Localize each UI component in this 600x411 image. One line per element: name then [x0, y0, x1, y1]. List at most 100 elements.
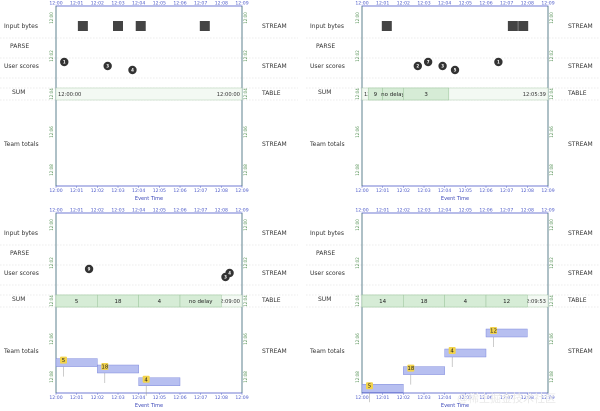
row-label-team-totals: Team totals — [309, 141, 345, 148]
team-total-bar — [485, 328, 528, 338]
team-total-badge — [142, 375, 150, 383]
x-tick-bottom: 12:01 — [70, 395, 83, 401]
x-tick-bottom: 12:05 — [459, 395, 472, 401]
row-label-input-bytes: Input bytes — [310, 23, 344, 30]
team-total-label: 18 — [407, 366, 414, 372]
x-tick-top: 12:09 — [235, 208, 248, 214]
side-label-stream: STREAM — [568, 23, 593, 30]
y-tick-left: 12:08 — [49, 164, 54, 176]
x-tick-top: 12:07 — [194, 208, 207, 214]
score-dot-label: 1 — [63, 60, 66, 65]
y-tick-left: 12:00 — [49, 219, 54, 231]
x-tick-top: 12:05 — [153, 1, 166, 7]
x-tick-bottom: 12:02 — [91, 188, 104, 194]
sum-cell-label: 4 — [158, 299, 162, 305]
row-label-sum: SUM — [12, 89, 25, 96]
x-tick-bottom: 12:09 — [541, 188, 554, 194]
row-label-team-totals: Team totals — [309, 348, 345, 355]
x-tick-top: 12:08 — [215, 1, 228, 7]
input-square — [135, 21, 146, 31]
x-tick-top: 12:07 — [500, 208, 513, 214]
row-label-parse: PARSE — [316, 250, 335, 257]
score-dot — [438, 61, 447, 71]
score-dot-label: 1 — [497, 60, 500, 65]
y-tick-left: 12:02 — [49, 257, 54, 269]
x-tick-top: 12:03 — [111, 208, 124, 214]
y-tick-left: 12:06 — [49, 333, 54, 345]
x-tick-bottom: 12:01 — [376, 188, 389, 194]
panel-4: Input bytes PARSE User scores SUM Team total… — [306, 208, 600, 409]
sum-cell-label: 9 — [374, 92, 378, 98]
score-dot-label: 5 — [454, 68, 457, 73]
input-square — [507, 21, 518, 31]
x-tick-top: 12:01 — [70, 208, 83, 214]
sum-cell-label: 18 — [115, 299, 122, 305]
team-total-bar — [403, 366, 445, 375]
sum-cell — [403, 87, 450, 101]
y-tick-left: 12:00 — [49, 12, 54, 24]
x-tick-top: 12:00 — [49, 208, 62, 214]
row-label-user-scores: User scores — [4, 270, 39, 277]
x-tick-bottom: 12:03 — [417, 395, 430, 401]
score-dot — [423, 57, 433, 67]
x-tick-top: 12:04 — [132, 208, 145, 214]
x-tick-bottom: 12:05 — [459, 188, 472, 194]
input-square — [518, 21, 529, 31]
row-label-input-bytes: Input bytes — [4, 230, 38, 237]
sum-cell-label: 18 — [421, 299, 428, 305]
x-tick-top: 12:06 — [479, 1, 492, 7]
row-label-parse: PARSE — [10, 250, 29, 257]
side-label-table: TABLE — [567, 90, 587, 97]
x-tick-top: 12:07 — [500, 1, 513, 7]
x-tick-bottom: 12:05 — [153, 188, 166, 194]
y-tick-left: 12:08 — [49, 371, 54, 383]
score-dot-label: 7 — [427, 60, 430, 65]
x-tick-top: 12:05 — [459, 1, 472, 7]
panel-3: Input bytes PARSE User scores SUM Team total… — [0, 208, 298, 409]
score-dot — [413, 61, 422, 71]
x-tick-bottom: 12:07 — [194, 395, 207, 401]
side-label-stream: STREAM — [568, 270, 593, 277]
team-total-badge — [101, 363, 109, 370]
team-total-bar — [361, 384, 404, 393]
sum-cell-label: 14 — [379, 299, 386, 305]
y-tick-left: 12:06 — [49, 126, 54, 138]
x-tick-bottom: 12:03 — [111, 188, 124, 194]
score-dot — [84, 264, 94, 274]
y-tick-right: 12:04 — [549, 295, 554, 307]
x-tick-top: 12:08 — [521, 208, 534, 214]
side-label-stream: STREAM — [568, 141, 593, 148]
x-tick-bottom: 12:05 — [153, 395, 166, 401]
side-label-stream: STREAM — [262, 230, 287, 237]
team-total-label: 4 — [144, 377, 148, 383]
panel-2: Input bytes PARSE User scores SUM Team total… — [306, 1, 600, 202]
side-label-table: TABLE — [567, 297, 587, 304]
x-tick-bottom: 12:07 — [194, 188, 207, 194]
x-tick-top: 12:01 — [70, 1, 83, 7]
x-tick-bottom: 12:07 — [500, 188, 513, 194]
y-tick-right: 12:02 — [243, 257, 248, 269]
team-total-label: 12 — [490, 329, 497, 335]
watermark-text: @稀土掘金技术社区 — [457, 391, 556, 405]
y-tick-right: 12:04 — [243, 88, 248, 100]
y-tick-right: 12:08 — [549, 371, 554, 383]
x-tick-bottom: 12:09 — [235, 395, 248, 401]
row-label-team-totals: Team totals — [3, 141, 39, 148]
input-square — [199, 21, 210, 31]
x-tick-top: 12:08 — [215, 208, 228, 214]
x-tick-top: 12:06 — [173, 1, 186, 7]
sum-cell-label: 12 — [503, 299, 510, 305]
x-tick-bottom: 12:02 — [91, 395, 104, 401]
panel-1: Input bytes PARSE User scores SUM Team total… — [0, 1, 298, 202]
score-dot-label: 4 — [228, 271, 231, 276]
axis-label-event-time: Event Time — [135, 196, 163, 202]
axis-label-event-time: Event Time — [135, 403, 163, 409]
x-tick-bottom: 12:01 — [70, 188, 83, 194]
y-tick-left: 12:06 — [355, 126, 360, 138]
y-tick-left: 12:04 — [355, 88, 360, 100]
team-total-bar — [55, 358, 98, 367]
x-tick-bottom: 12:06 — [479, 188, 492, 194]
score-dot — [128, 65, 137, 75]
sum-time-right: 12:09:53 — [523, 299, 546, 305]
